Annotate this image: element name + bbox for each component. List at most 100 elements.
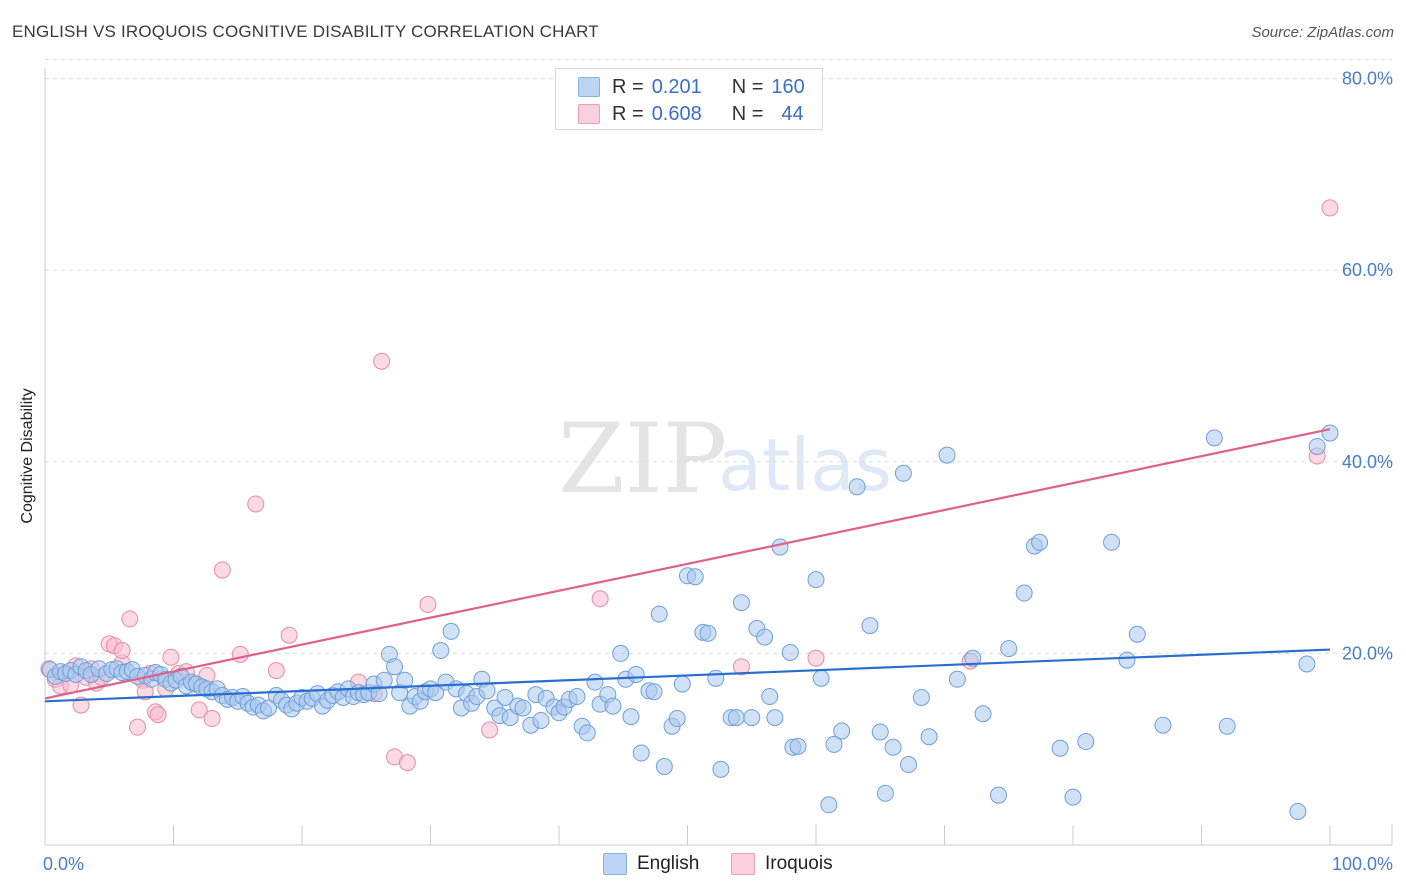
english-point [871, 723, 889, 741]
english-point [756, 628, 774, 646]
chart-title: ENGLISH VS IROQUOIS COGNITIVE DISABILITY… [12, 22, 599, 41]
iroquois-point [162, 648, 180, 666]
y-tick-label: 40.0% [1342, 452, 1393, 472]
english-point [712, 760, 730, 778]
iroquois-point [121, 610, 139, 628]
english-point [514, 699, 532, 717]
y-tick-label: 60.0% [1342, 260, 1393, 280]
english-point [532, 711, 550, 729]
x-tick-label: 100.0% [1332, 854, 1393, 874]
legend-row-english: R = 0.201 N = 160 [578, 75, 805, 99]
english-point [586, 673, 604, 691]
iroquois-swatch [578, 104, 600, 124]
english-point [496, 688, 514, 706]
watermark: ZIP atlas [558, 403, 892, 515]
watermark-atlas: atlas [718, 423, 892, 507]
english-point [833, 722, 851, 740]
n-value: 160 [771, 75, 805, 98]
iroquois-point [398, 754, 416, 772]
english-point [1128, 625, 1146, 643]
english-point [578, 724, 596, 742]
english-point [668, 710, 686, 728]
english-point [743, 709, 761, 727]
iroquois-point [129, 718, 147, 736]
english-point [812, 669, 830, 687]
iroquois-point [72, 696, 90, 714]
english-point [807, 571, 825, 589]
english-point [727, 709, 745, 727]
iroquois-point [591, 590, 609, 608]
iroquois-point [807, 649, 825, 667]
english-point [375, 671, 393, 689]
english-point [876, 784, 894, 802]
english-point [884, 738, 902, 756]
english-point [655, 757, 673, 775]
english-point [974, 705, 992, 723]
english-point [1308, 437, 1326, 455]
english-point [732, 594, 750, 612]
iroquois-legend-swatch [731, 853, 755, 875]
english-point [442, 622, 460, 640]
english-point [1321, 424, 1339, 442]
english-legend-swatch [603, 853, 627, 875]
r-label: R = [612, 102, 644, 125]
english-point [707, 669, 725, 687]
english-point [1077, 733, 1095, 751]
english-point [1289, 802, 1307, 820]
english-point [771, 538, 789, 556]
tick-labels: 20.0% 40.0% 60.0% 80.0% 0.0% 100.0% [43, 69, 1393, 874]
iroquois-point [280, 626, 298, 644]
grid-lines [45, 58, 1392, 654]
iroquois-point [213, 561, 231, 579]
english-point [989, 786, 1007, 804]
english-point [622, 708, 640, 726]
iroquois-point [247, 495, 265, 513]
english-point [568, 688, 586, 706]
english-point [1118, 651, 1136, 669]
x-tick-label: 0.0% [43, 854, 84, 874]
english-point [1000, 640, 1018, 658]
english-point [964, 649, 982, 667]
english-point [699, 624, 717, 642]
english-point [894, 464, 912, 482]
r-value: 0.201 [651, 75, 702, 98]
english-point [861, 617, 879, 635]
legend-item-english: English [603, 852, 699, 876]
n-label: N = [731, 102, 764, 125]
iroquois-legend-label: Iroquois [765, 853, 833, 874]
iroquois-point [732, 658, 750, 676]
english-point [645, 683, 663, 701]
english-point [1031, 533, 1049, 551]
n-label: N = [731, 75, 764, 98]
english-point [1015, 584, 1033, 602]
english-point [948, 670, 966, 688]
iroquois-point [190, 701, 208, 719]
english-point [260, 699, 278, 717]
english-point [386, 658, 404, 676]
english-point [432, 642, 450, 660]
iroquois-point [203, 710, 221, 728]
english-point [1051, 739, 1069, 757]
english-point [604, 697, 622, 715]
english-point [1298, 655, 1316, 673]
iroquois-point [1321, 199, 1339, 217]
english-point [396, 671, 414, 689]
iroquois-point [481, 721, 499, 739]
english-point [912, 688, 930, 706]
iroquois-point [231, 645, 249, 663]
iroquois-point [149, 706, 167, 724]
trend-lines [44, 428, 1331, 703]
english-point [900, 756, 918, 774]
stats-legend: R = 0.201 N = 160 R = 0.608 N = 44 [555, 68, 823, 130]
iroquois-point [267, 662, 285, 680]
r-label: R = [612, 75, 644, 98]
iroquois-point [113, 642, 131, 660]
english-point [789, 737, 807, 755]
english-point [673, 675, 691, 693]
english-point [632, 744, 650, 762]
english-point [1103, 533, 1121, 551]
legend-item-iroquois: Iroquois [731, 852, 833, 876]
english-point [686, 568, 704, 586]
y-tick-label: 80.0% [1342, 69, 1393, 89]
